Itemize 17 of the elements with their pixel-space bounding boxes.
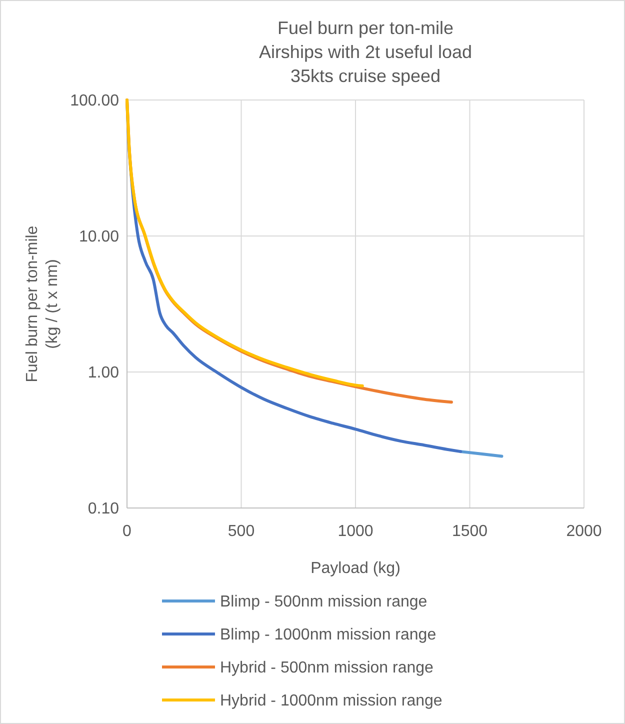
x-tick-label: 500 (228, 523, 255, 540)
legend-label: Blimp - 1000nm mission range (220, 626, 436, 644)
x-tick-label: 1500 (452, 523, 488, 540)
y-tick-label: 100.00 (70, 92, 120, 110)
line-series (126, 98, 364, 388)
x-tick-label: 0 (122, 523, 132, 540)
y-axis-title: Fuel burn per ton-mile (kg / (t x nm) (24, 226, 61, 382)
legend-label: Blimp - 500nm mission range (220, 594, 428, 611)
legend-label: Hybrid - 500nm mission range (220, 660, 434, 677)
y-tick-label: 1.00 (88, 364, 120, 382)
y-tick-label: 0.10 (88, 500, 120, 518)
x-tick-label: 2000 (566, 523, 602, 540)
y-tick-label: 10.00 (78, 228, 120, 246)
chart-title: Fuel burn per ton-mile Airships with 2t useful load 35kts cruise speed (258, 18, 472, 86)
legend-label: Hybrid - 1000nm mission range (220, 692, 442, 710)
x-tick-label: 1000 (338, 523, 374, 540)
x-axis-title: Payload (kg) (310, 560, 400, 577)
